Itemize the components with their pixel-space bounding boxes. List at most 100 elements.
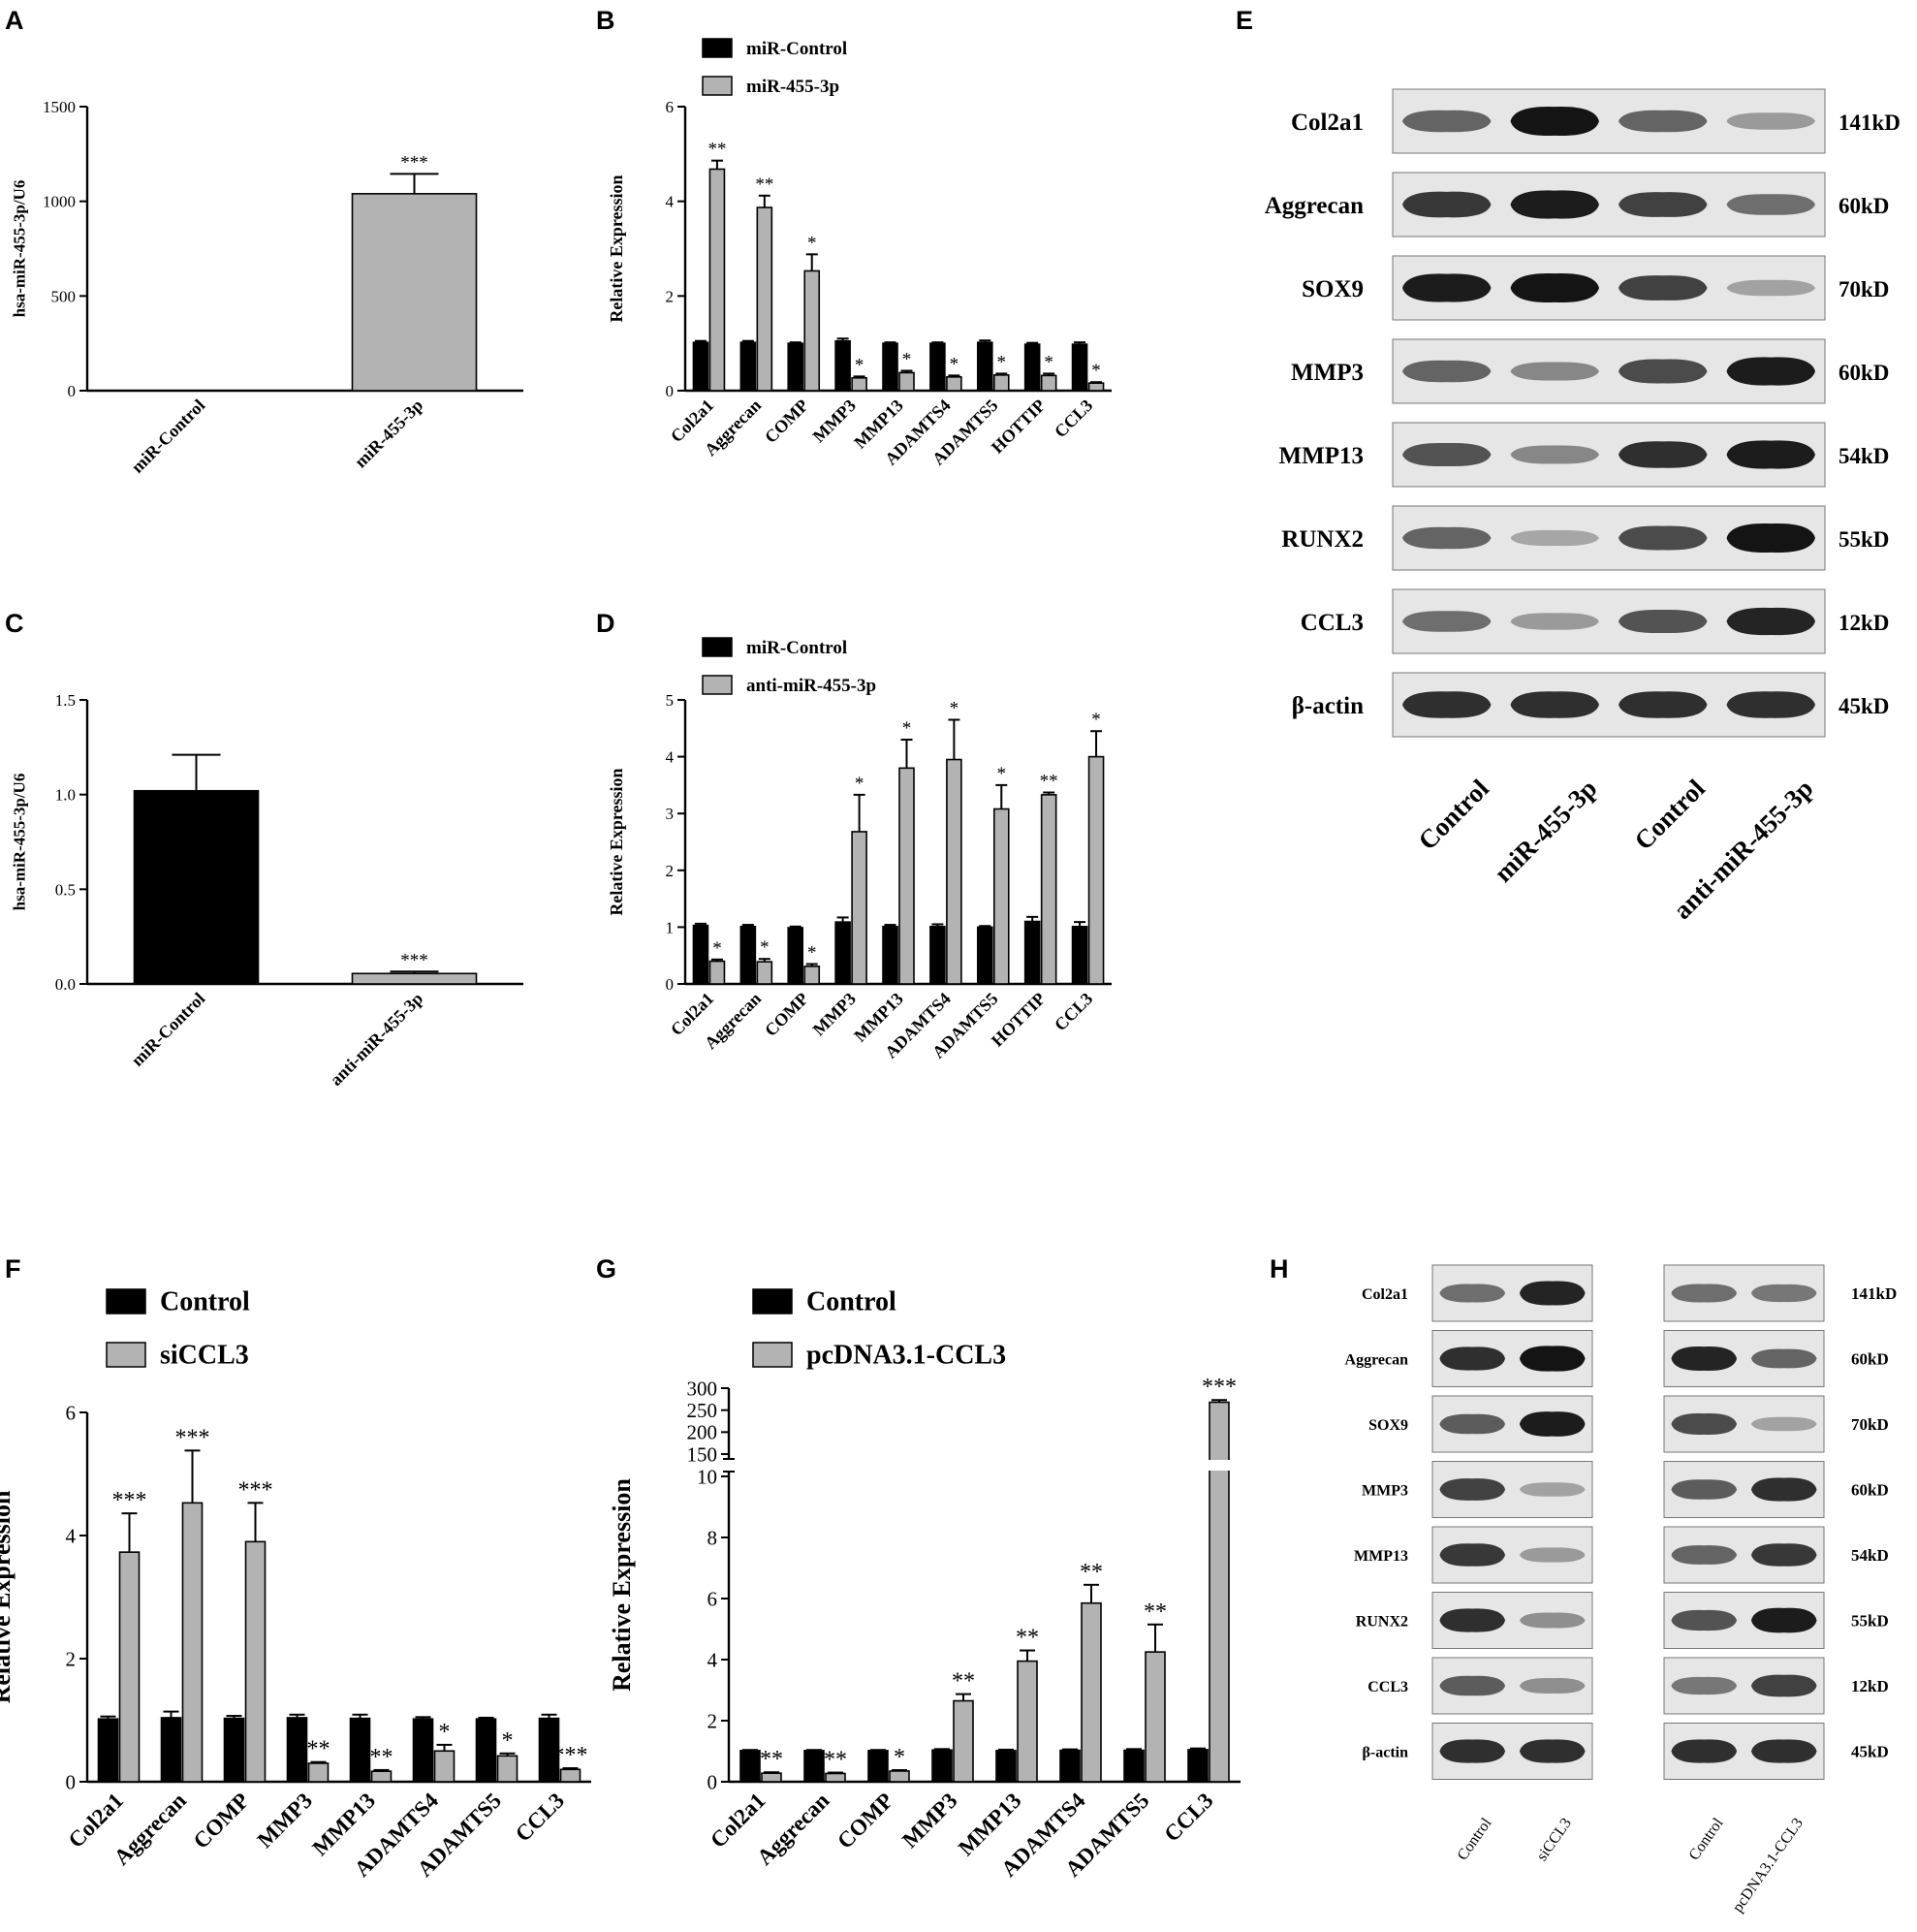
bar — [412, 1718, 434, 1783]
bar — [882, 342, 898, 392]
significance-marker: ** — [1040, 772, 1058, 792]
bar — [953, 1699, 974, 1783]
protein-band — [1750, 1739, 1817, 1763]
x-category-label: CCL3 — [1159, 1789, 1217, 1847]
panel-letter-h: H — [1270, 1254, 1289, 1283]
significance-marker: * — [950, 354, 959, 374]
bar — [133, 789, 260, 985]
blot-size-label: 70kD — [1838, 277, 1889, 301]
legend-label: pcDNA3.1-CCL3 — [806, 1340, 1006, 1370]
protein-band — [1750, 1348, 1817, 1369]
protein-band — [1671, 1346, 1738, 1371]
protein-band — [1510, 691, 1599, 718]
bar — [1087, 382, 1105, 392]
legend-label: Control — [160, 1286, 250, 1316]
bar — [803, 1750, 825, 1783]
bar — [1040, 374, 1057, 392]
protein-band — [1510, 362, 1599, 381]
blot-lane-label: Control — [1628, 774, 1711, 856]
bar — [1081, 1601, 1102, 1783]
significance-marker: *** — [112, 1488, 147, 1513]
legend-swatch — [702, 76, 733, 96]
significance-marker: * — [439, 1720, 451, 1745]
bar — [1145, 1651, 1166, 1783]
protein-band — [1726, 691, 1815, 718]
significance-marker: * — [950, 699, 959, 719]
protein-band — [1510, 613, 1599, 630]
blot-size-label: 54kD — [1851, 1546, 1889, 1565]
bar — [475, 1718, 497, 1783]
bar — [825, 1772, 846, 1783]
x-category-label: anti-miR-455-3p — [326, 989, 426, 1090]
bar — [946, 758, 962, 985]
significance-marker: ** — [760, 1747, 783, 1772]
panel-letter-g: G — [596, 1254, 616, 1283]
protein-band — [1671, 1479, 1738, 1500]
bar — [739, 926, 757, 985]
protein-band — [1750, 1674, 1817, 1697]
blot-size-label: 60kD — [1838, 194, 1889, 218]
bar — [559, 1768, 581, 1783]
significance-marker: ** — [755, 174, 773, 195]
bar — [992, 808, 1010, 985]
blot-row-label: Col2a1 — [1291, 110, 1364, 136]
blot-lane-label: siCCL3 — [1534, 1816, 1575, 1865]
significance-marker: * — [855, 355, 864, 375]
legend-label: miR-455-3p — [746, 77, 839, 97]
bar — [433, 1750, 456, 1783]
protein-band — [1439, 1739, 1506, 1763]
bar — [834, 339, 851, 392]
y-tick-label: 500 — [51, 287, 77, 305]
y-axis-label: Relative Expression — [0, 1490, 16, 1703]
protein-band — [1402, 442, 1492, 467]
blot-lane-label: Control — [1686, 1815, 1727, 1863]
bar — [739, 1750, 761, 1783]
bar — [1023, 920, 1041, 985]
y-tick-label: 1 — [666, 918, 675, 936]
bar — [787, 342, 804, 392]
y-tick-label: 6 — [707, 1587, 718, 1610]
bar — [976, 926, 993, 985]
blot-row-label: β-actin — [1362, 1745, 1408, 1761]
blot-lane-label: Control — [1455, 1815, 1495, 1863]
bar — [756, 961, 773, 985]
blot-size-label: 70kD — [1851, 1415, 1889, 1434]
blot-row-label: MMP3 — [1291, 360, 1364, 386]
blot-size-label: 54kD — [1838, 444, 1889, 468]
protein-band — [1439, 1608, 1506, 1632]
y-tick-label: 1500 — [43, 98, 76, 116]
y-tick-label: 10 — [697, 1465, 717, 1488]
significance-marker: ** — [824, 1748, 847, 1773]
bar — [851, 377, 867, 392]
protein-band — [1671, 1413, 1738, 1435]
protein-band — [1618, 441, 1708, 468]
legend-swatch — [752, 1288, 793, 1314]
blot-row-label: SOX9 — [1302, 276, 1364, 302]
protein-band — [1402, 360, 1492, 383]
x-category-label: miR-455-3p — [351, 396, 426, 471]
protein-band — [1750, 1416, 1817, 1432]
blot-size-label: 141kD — [1838, 111, 1901, 135]
legend-swatch — [702, 637, 733, 657]
significance-marker: *** — [400, 950, 428, 970]
significance-marker: * — [807, 233, 817, 253]
protein-band — [1671, 1545, 1738, 1565]
significance-marker: * — [997, 764, 1007, 784]
bar — [1123, 1749, 1145, 1783]
bar — [1071, 343, 1088, 392]
y-tick-label: 6 — [666, 98, 675, 116]
protein-band — [1519, 1677, 1586, 1694]
y-tick-label: 150 — [687, 1442, 718, 1466]
bar — [181, 1502, 204, 1783]
significance-marker: * — [502, 1728, 514, 1754]
blot-row-label: CCL3 — [1367, 1679, 1408, 1695]
protein-band — [1439, 1283, 1506, 1303]
blot-size-label: 60kD — [1838, 361, 1889, 385]
protein-band — [1519, 1482, 1586, 1497]
western-blot-e: Col2a1 141kD Aggrecan 60kD SOX9 70kD MMP3 60kD M… — [1265, 88, 1901, 925]
significance-marker: *** — [400, 152, 428, 173]
protein-band — [1510, 190, 1599, 219]
y-tick-label: 3 — [666, 805, 675, 823]
